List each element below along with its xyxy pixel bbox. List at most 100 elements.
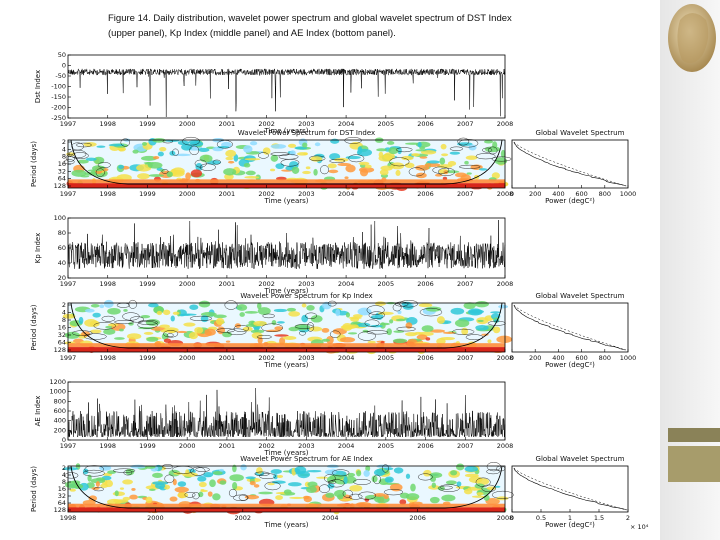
contour: [64, 472, 79, 479]
spectrum-patch: [107, 307, 121, 315]
x-tick-label: 1999: [139, 190, 156, 198]
spectrum-patch: [345, 164, 356, 173]
x-tick-label: 2008: [497, 190, 514, 198]
y-tick-label: 32: [58, 331, 66, 339]
x-tick-label: 2003: [298, 190, 315, 198]
spectrum-patch: [286, 307, 297, 312]
spectrum-patch: [152, 472, 163, 478]
cone-of-influence: [70, 139, 503, 185]
significance-line: [513, 304, 627, 351]
spectrum-patch: [348, 332, 358, 335]
spectrum-patch: [253, 320, 267, 327]
x-tick-label: 2002: [258, 120, 275, 128]
spectrum-patch: [426, 160, 440, 164]
contour: [408, 167, 425, 177]
x-tick-label: 2006: [417, 120, 434, 128]
spectrum-patch: [66, 152, 76, 156]
spectrum-patch: [92, 165, 105, 172]
spectrum-patch: [357, 322, 371, 328]
spectrum-patch: [383, 152, 395, 161]
spectrum-patch: [276, 321, 285, 324]
spectrum-patch: [379, 169, 389, 176]
x-tick-label: 800: [599, 190, 611, 198]
y-tick-label: 60: [58, 244, 66, 252]
spectrum-patch: [436, 164, 453, 169]
spectrum-patch: [421, 325, 434, 332]
spectrum-patch: [185, 172, 191, 180]
contour: [194, 159, 207, 168]
spectrum-patch: [440, 143, 447, 150]
y-tick-label: 16: [58, 324, 66, 332]
spectrum-patch: [209, 479, 216, 488]
x-tick-label: 2007: [457, 120, 474, 128]
x-tick-label: 2002: [258, 442, 275, 450]
spectrum-patch: [388, 147, 399, 155]
spectrum-patch: [356, 148, 373, 157]
contour: [101, 315, 116, 322]
spectrum-patch: [85, 157, 97, 162]
spectrum-patch: [148, 303, 159, 308]
spectrum-patch: [62, 313, 76, 319]
contour: [348, 493, 363, 500]
contour: [383, 489, 403, 496]
spectrum-patch: [107, 470, 117, 475]
spectrum-patch: [365, 465, 371, 472]
x-tick-label: 2003: [298, 354, 315, 362]
spectrum-patch: [310, 315, 323, 323]
y-tick-label: 4: [62, 309, 66, 317]
spectrum-patch: [436, 316, 445, 324]
spectrum-patch: [99, 465, 112, 471]
spectrum-patch: [305, 166, 311, 170]
spectrum-patch: [496, 335, 513, 344]
axis-multiplier: × 10⁴: [630, 523, 649, 531]
x-tick-label: 2000: [147, 514, 164, 522]
spectrum-patch: [172, 478, 177, 486]
spectrum-patch: [225, 149, 237, 158]
spectrum-patch: [104, 479, 114, 488]
contour: [189, 145, 200, 155]
global-spectrum: [513, 141, 627, 187]
y-tick-label: -150: [51, 93, 66, 101]
spectrum-patch: [250, 329, 265, 334]
spectrum-patch: [327, 163, 337, 169]
x-tick-label: 2004: [338, 354, 355, 362]
spectrum-patch: [162, 309, 171, 316]
contour: [394, 301, 409, 307]
spectrum-patch: [90, 170, 96, 176]
x-tick-label: 600: [575, 190, 587, 198]
spectrum-patch: [270, 168, 276, 172]
y-tick-label: -200: [51, 104, 66, 112]
spectrum-patch: [126, 333, 142, 340]
spectrum-patch: [270, 154, 279, 162]
spectrum-patch: [416, 334, 428, 340]
panel-title: Global Wavelet Spectrum: [536, 455, 625, 463]
spectrum-patch: [337, 162, 351, 167]
x-tick-label: 2001: [219, 190, 236, 198]
x-tick-label: 2005: [378, 280, 395, 288]
spectrum-patch: [273, 308, 288, 313]
spectrum-patch: [349, 484, 363, 492]
contour: [396, 326, 416, 332]
x-tick-label: 1998: [99, 120, 116, 128]
spectrum-patch: [276, 474, 284, 478]
y-tick-label: 2: [62, 464, 66, 472]
spectrum-patch: [404, 162, 415, 169]
contour: [264, 481, 281, 491]
spectrum-patch: [325, 492, 335, 498]
contour: [395, 147, 413, 153]
spectrum-patch: [457, 142, 473, 147]
spectrum-patch: [190, 141, 204, 147]
x-tick-label: 200: [529, 354, 541, 362]
contour: [364, 319, 380, 327]
spectrum-patch: [62, 467, 79, 471]
spectrum-patch: [294, 466, 307, 475]
spectrum-patch: [148, 488, 156, 491]
spectrum-patch: [345, 312, 351, 318]
global-spectrum: [513, 304, 626, 351]
spectrum-patch: [270, 144, 287, 149]
contour: [256, 335, 272, 339]
spectrum-patch: [492, 141, 498, 150]
panel-title: Global Wavelet Spectrum: [536, 129, 625, 137]
contour: [261, 323, 283, 332]
